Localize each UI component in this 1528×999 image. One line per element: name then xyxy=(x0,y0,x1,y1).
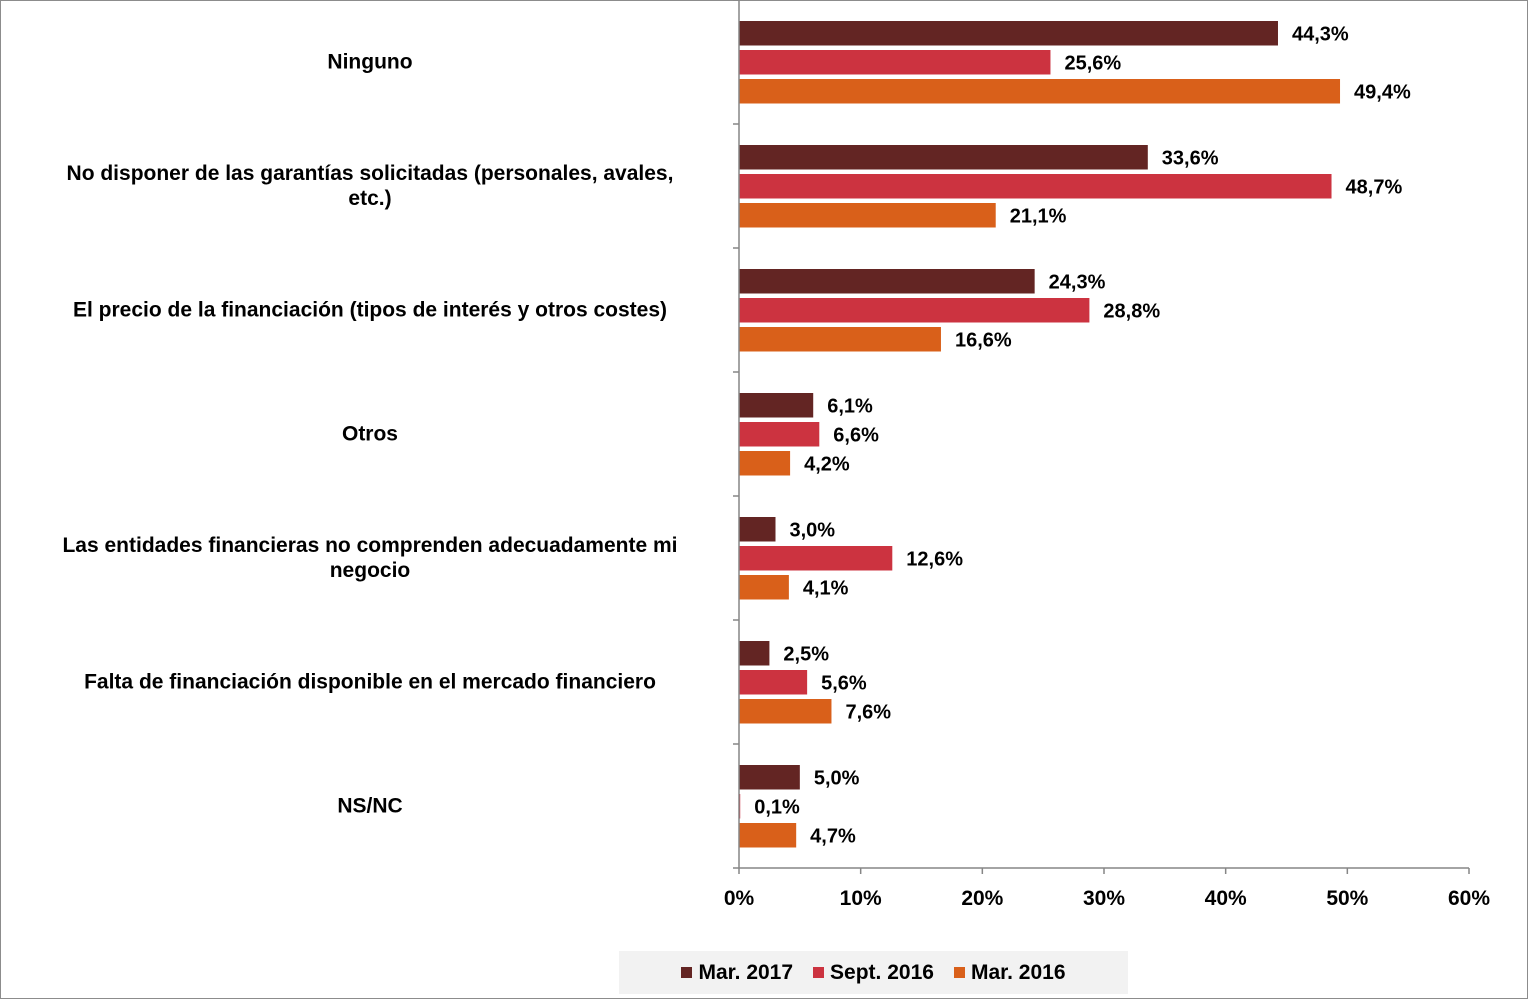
data-label: 6,1% xyxy=(827,395,873,417)
bar xyxy=(739,517,776,542)
legend-swatch xyxy=(681,967,693,978)
bar xyxy=(739,823,797,848)
data-label: 5,0% xyxy=(814,767,860,789)
data-label: 2,5% xyxy=(783,643,829,665)
legend-item: Mar. 2016 xyxy=(953,960,1066,985)
category-label: El precio de la financiación (tipos de i… xyxy=(20,298,720,323)
data-label: 7,6% xyxy=(845,701,891,723)
bar xyxy=(739,327,941,352)
data-label: 33,6% xyxy=(1162,147,1219,169)
data-label: 6,6% xyxy=(833,424,879,446)
category-label-line: etc.) xyxy=(348,187,392,210)
x-tick-label: 0% xyxy=(724,887,755,910)
category-label-line: No disponer de las garantías solicitadas… xyxy=(66,162,674,185)
x-tick-label: 10% xyxy=(840,887,882,910)
legend: Mar. 2017 Sept. 2016 Mar. 2016 xyxy=(619,951,1128,994)
category-label-line: Ninguno xyxy=(327,50,413,74)
data-label: 0,1% xyxy=(754,796,800,818)
bar xyxy=(739,269,1035,294)
bar xyxy=(739,79,1341,104)
legend-item: Mar. 2017 xyxy=(681,961,793,985)
data-label: 44,3% xyxy=(1292,23,1349,45)
category-label-line: negocio xyxy=(329,559,411,582)
bar xyxy=(739,298,1090,323)
bar xyxy=(739,641,770,666)
legend-label: Mar. 2016 xyxy=(970,960,1066,984)
bar xyxy=(739,575,789,600)
category-label: Otros xyxy=(20,422,720,447)
category-label-line: NS/NC xyxy=(337,794,403,818)
bar xyxy=(739,546,893,571)
bar xyxy=(739,21,1278,46)
x-tick-label: 40% xyxy=(1205,887,1247,910)
bar xyxy=(739,203,996,228)
data-label: 24,3% xyxy=(1049,271,1106,293)
category-label: No disponer de las garantías solicitadas… xyxy=(20,161,720,211)
category-label: Falta de financiación disponible en el m… xyxy=(20,670,720,695)
data-label: 48,7% xyxy=(1346,176,1403,198)
data-label: 21,1% xyxy=(1010,205,1067,227)
category-label-line: Otros xyxy=(341,422,398,446)
legend-item: Sept. 2016 xyxy=(813,961,934,985)
category-label: NS/NC xyxy=(20,794,720,819)
data-label: 3,0% xyxy=(790,519,836,541)
category-label-line: Las entidades financieras no comprenden … xyxy=(62,534,678,557)
bar xyxy=(739,145,1148,170)
x-tick-label: 20% xyxy=(961,887,1003,910)
x-tick-label: 30% xyxy=(1083,887,1125,910)
data-label: 49,4% xyxy=(1354,81,1411,103)
data-label: 28,8% xyxy=(1103,300,1160,322)
data-label: 12,6% xyxy=(906,548,963,570)
data-label: 25,6% xyxy=(1064,52,1121,74)
x-tick-label: 60% xyxy=(1448,887,1490,910)
category-label-line: Falta de financiación disponible en el m… xyxy=(84,670,656,694)
data-label: 16,6% xyxy=(955,329,1012,351)
legend-swatch xyxy=(813,967,825,978)
data-label: 4,1% xyxy=(803,577,849,599)
x-tick-label: 50% xyxy=(1326,887,1368,910)
bar xyxy=(739,393,814,418)
bar xyxy=(739,174,1332,199)
bar xyxy=(739,699,832,724)
legend-swatch xyxy=(953,967,965,978)
bar xyxy=(739,451,791,476)
bar xyxy=(739,422,820,447)
legend-label: Sept. 2016 xyxy=(830,960,934,984)
category-label: Las entidades financieras no comprenden … xyxy=(20,533,720,583)
data-label: 4,7% xyxy=(810,825,856,847)
bar xyxy=(739,50,1051,75)
bar xyxy=(739,670,808,695)
data-label: 5,6% xyxy=(821,672,867,694)
category-label: Ninguno xyxy=(20,50,720,75)
category-label-line: El precio de la financiación (tipos de i… xyxy=(73,298,667,322)
bar xyxy=(739,765,800,790)
data-label: 4,2% xyxy=(804,453,850,475)
legend-label: Mar. 2017 xyxy=(698,960,794,984)
